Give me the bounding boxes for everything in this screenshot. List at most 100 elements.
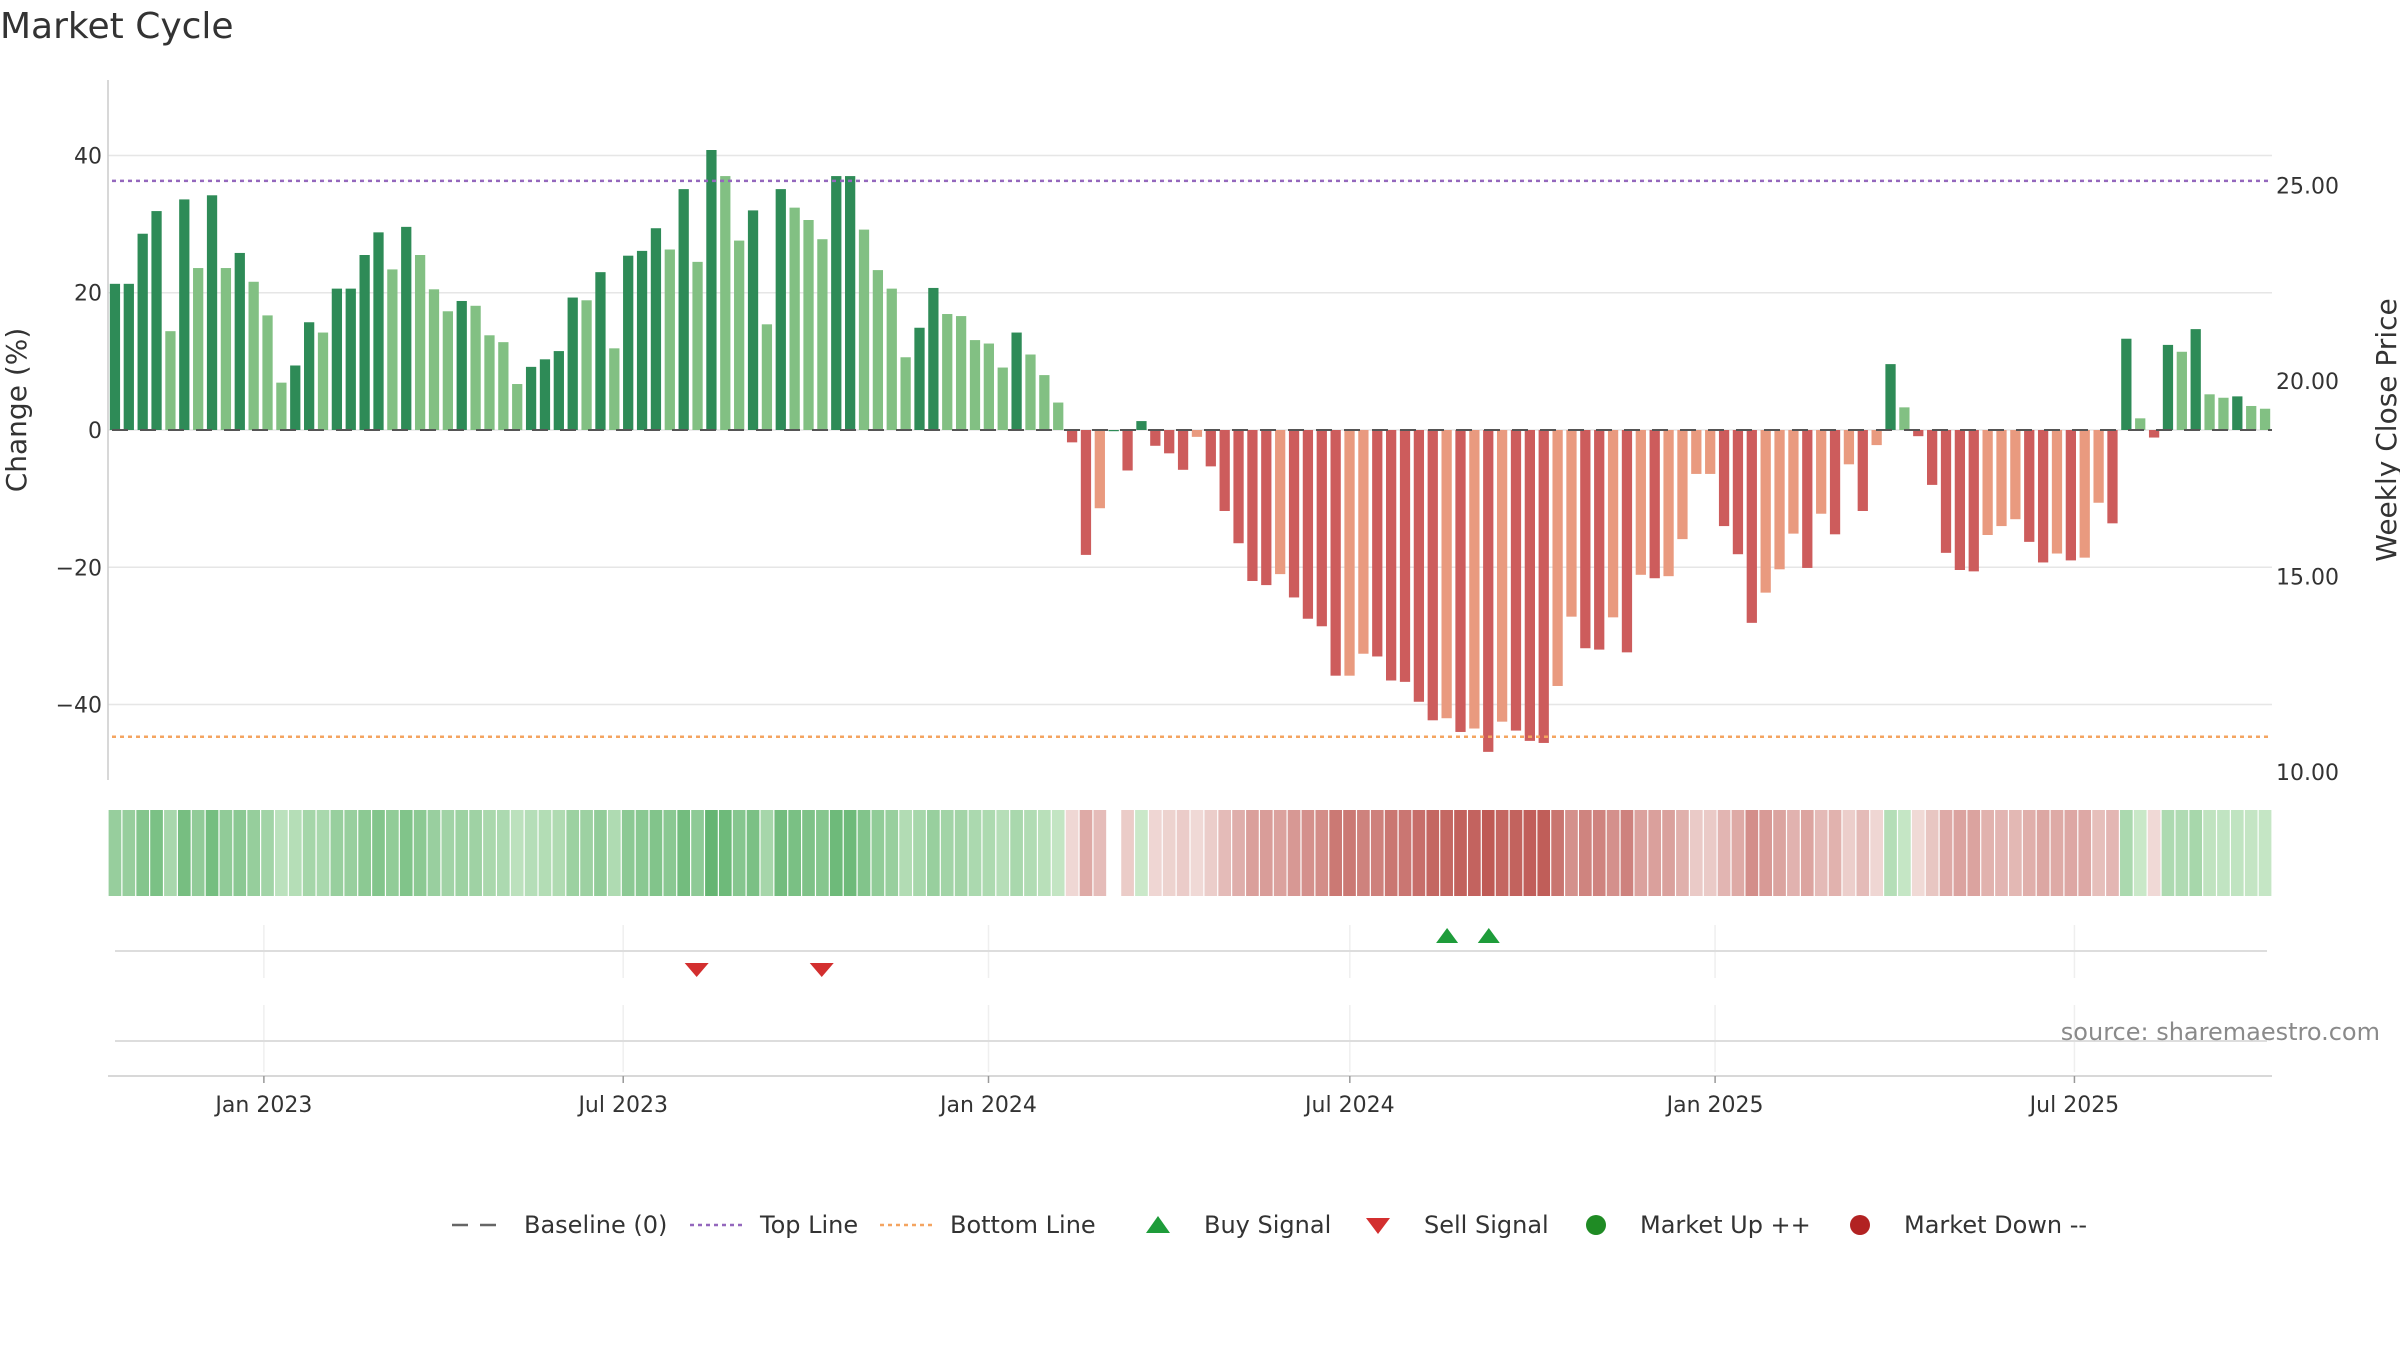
change-bar bbox=[1011, 332, 1022, 430]
heat-cell bbox=[330, 810, 344, 896]
reference-lines bbox=[112, 179, 2272, 739]
heat-cell bbox=[1967, 810, 1981, 896]
change-bar bbox=[942, 314, 953, 430]
heat-cell bbox=[2106, 810, 2119, 896]
change-bar bbox=[2218, 397, 2229, 430]
heat-cell bbox=[1162, 810, 1176, 896]
change-bar bbox=[2204, 394, 2215, 430]
change-bar bbox=[775, 189, 786, 430]
legend-icon-sell bbox=[1366, 1218, 1390, 1234]
change-bar bbox=[650, 228, 662, 430]
change-bar bbox=[1219, 430, 1230, 511]
heat-cell bbox=[2189, 810, 2203, 896]
heat-cell bbox=[497, 810, 510, 896]
y2-tick-label: 10.00 bbox=[2276, 761, 2339, 786]
heat-cell bbox=[1412, 810, 1426, 896]
heat-cell bbox=[1301, 810, 1315, 896]
change-bar bbox=[2024, 430, 2035, 542]
heat-cell bbox=[108, 810, 122, 896]
change-bar bbox=[2065, 430, 2076, 561]
change-bar bbox=[1788, 430, 1799, 534]
heat-cell bbox=[1509, 810, 1523, 896]
heat-cell bbox=[441, 810, 455, 896]
change-bar bbox=[248, 281, 259, 430]
heat-cell bbox=[1842, 810, 1856, 896]
legend-icon-buy bbox=[1146, 1216, 1170, 1233]
heat-cell bbox=[1259, 810, 1273, 896]
heat-cell bbox=[1468, 810, 1481, 896]
change-bar bbox=[1066, 430, 1078, 443]
change-bar bbox=[2107, 430, 2118, 524]
legend-label: Buy Signal bbox=[1204, 1211, 1331, 1239]
change-bar bbox=[1982, 430, 1993, 535]
heat-cell bbox=[732, 810, 746, 896]
change-bar bbox=[1913, 430, 1924, 437]
change-bar bbox=[2162, 344, 2174, 430]
change-bar bbox=[512, 384, 523, 430]
heat-cell bbox=[386, 810, 399, 896]
heat-cell bbox=[940, 810, 954, 896]
heat-cell bbox=[288, 810, 302, 896]
heat-cell bbox=[1065, 810, 1079, 896]
change-bar bbox=[1996, 430, 2007, 527]
change-bar bbox=[1094, 430, 1105, 509]
change-bar bbox=[359, 255, 370, 430]
chart-title: Market Cycle bbox=[0, 6, 234, 47]
change-bar bbox=[1732, 430, 1744, 555]
change-bar bbox=[2037, 430, 2049, 563]
change-bar bbox=[2246, 405, 2257, 430]
heat-cell bbox=[1357, 810, 1370, 896]
heat-cell bbox=[1273, 810, 1287, 896]
heat-cell bbox=[2175, 810, 2189, 896]
y2-tick-label: 25.00 bbox=[2276, 175, 2339, 200]
y-tick-label: 20 bbox=[74, 282, 102, 307]
buy-signal-marker bbox=[1436, 928, 1459, 943]
change-bar bbox=[414, 255, 426, 430]
heat-cell bbox=[261, 810, 274, 896]
change-bar bbox=[539, 359, 551, 430]
change-bar bbox=[1177, 430, 1189, 470]
heat-cell bbox=[580, 810, 593, 896]
heat-cell bbox=[2244, 810, 2258, 896]
heat-cell bbox=[1745, 810, 1759, 896]
heat-cell bbox=[913, 810, 926, 896]
change-bar bbox=[470, 305, 481, 430]
change-bar bbox=[747, 210, 759, 430]
change-bar bbox=[1691, 430, 1702, 474]
change-bar bbox=[567, 297, 578, 430]
x-tick-label: Jul 2024 bbox=[1303, 1093, 1395, 1118]
heat-cell bbox=[1523, 810, 1537, 896]
heat-cell bbox=[1648, 810, 1662, 896]
heat-cell bbox=[566, 810, 580, 896]
heat-cell bbox=[2147, 810, 2161, 896]
heat-cell bbox=[1454, 810, 1467, 896]
change-bar bbox=[1816, 430, 1827, 514]
heat-cell bbox=[2092, 810, 2105, 896]
x-tick-label: Jan 2025 bbox=[1665, 1093, 1764, 1118]
change-bar bbox=[1871, 430, 1882, 446]
heat-cell bbox=[1370, 810, 1384, 896]
change-bar bbox=[997, 367, 1008, 430]
change-bar bbox=[1372, 430, 1383, 657]
change-bar bbox=[276, 382, 287, 430]
change-bar bbox=[1316, 430, 1327, 627]
change-bar bbox=[761, 324, 773, 430]
heat-cell bbox=[1731, 810, 1745, 896]
change-bar bbox=[1108, 430, 1119, 432]
heat-cell bbox=[1814, 810, 1828, 896]
heat-cell bbox=[275, 810, 288, 896]
heat-cell bbox=[1315, 810, 1329, 896]
legend-item-buy: Buy Signal bbox=[1146, 1211, 1331, 1239]
heat-cell bbox=[1717, 810, 1731, 896]
heat-cell bbox=[2133, 810, 2147, 896]
change-bar bbox=[1927, 430, 1938, 485]
change-bar bbox=[331, 288, 343, 430]
heat-cell bbox=[968, 810, 982, 896]
heat-cell bbox=[1911, 810, 1925, 896]
change-bar bbox=[2010, 430, 2021, 520]
heat-cell bbox=[954, 810, 968, 896]
heat-cell bbox=[177, 810, 191, 896]
heat-cell bbox=[1870, 810, 1883, 896]
heat-cell bbox=[746, 810, 760, 896]
